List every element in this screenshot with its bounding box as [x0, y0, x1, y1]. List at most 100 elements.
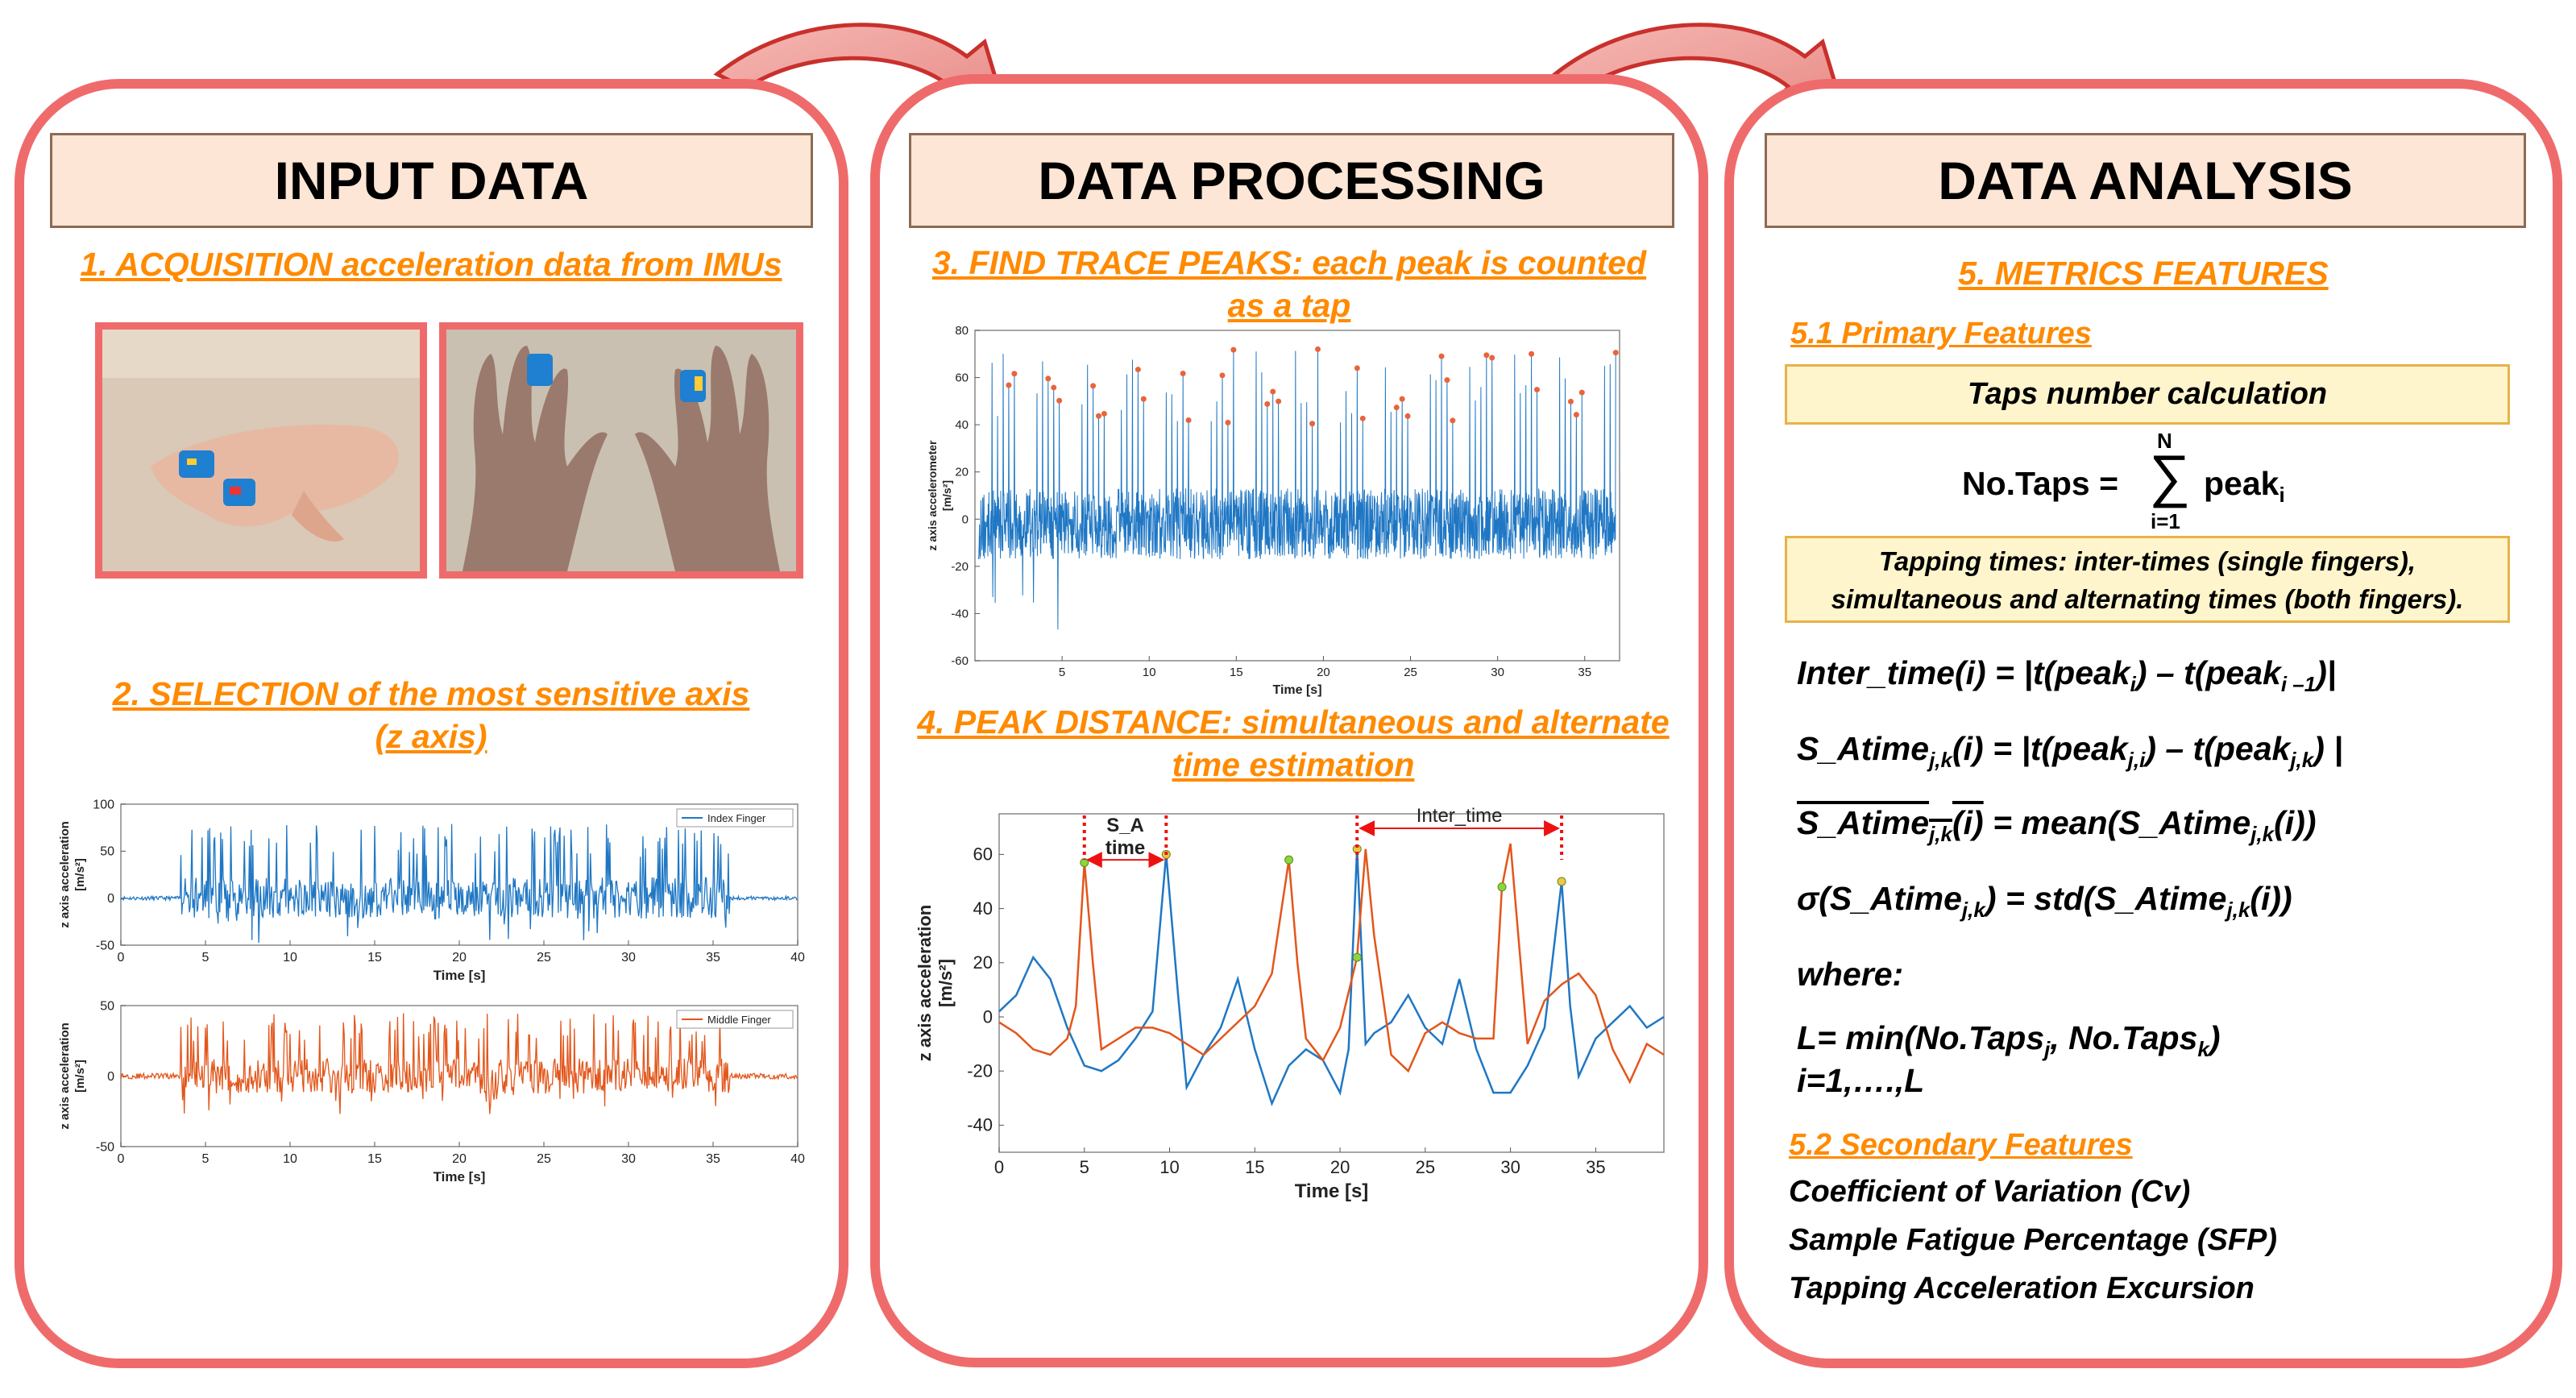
peak-marker [1483, 352, 1490, 359]
peak-marker [1284, 855, 1294, 865]
sum-sign-icon: ∑ [2149, 444, 2191, 508]
y-axis-label: z axis accelerometer [m/s²] [926, 440, 953, 551]
y-tick-label: 0 [107, 892, 114, 906]
x-tick-label: 0 [118, 951, 125, 964]
secondary-item-sfp: Sample Fatigue Percentage (SFP) [1789, 1223, 2278, 1257]
legend: Middle Finger [676, 1010, 794, 1029]
x-tick-label: 30 [1491, 666, 1504, 679]
y-tick-label: 0 [107, 1070, 114, 1084]
series-line-orange [998, 843, 1665, 1085]
y-tick-label: 20 [973, 952, 993, 973]
secondary-item-cv: Coefficient of Variation (Cv) [1789, 1175, 2191, 1209]
step2-title: 2. SELECTION of the most sensitive axis … [32, 673, 830, 758]
input-data-header: INPUT DATA [50, 133, 813, 228]
peak-marker [1230, 346, 1237, 353]
chart-peak-distance: 0 5 10 15 20 25 30 35 -40 -20 0 20 40 60 Time [s] z axi… [915, 805, 1665, 1202]
step1-title: 1. ACQUISITION acceleration data from IM… [80, 246, 782, 283]
legend-box [676, 808, 794, 828]
y-axis-label: z axis acceleration [m/s²] [58, 1023, 87, 1130]
trace-line [977, 349, 1616, 630]
y-axis-label-line2: [m/s²] [73, 858, 87, 891]
peak-marker [1051, 384, 1057, 391]
series-line-blue [998, 848, 1665, 1107]
peak-marker [1056, 397, 1063, 404]
x-tick-label: 5 [202, 1152, 209, 1166]
step3-title: 3. FIND TRACE PEAKS: each peak is counte… [878, 242, 1700, 327]
y-axis-label-line2: [m/s²] [935, 959, 956, 1007]
peak-marker [1185, 417, 1192, 423]
y-tick-label: 80 [955, 324, 969, 338]
tapping-times-line1: Tapping times: inter-times (single finge… [1878, 546, 2416, 576]
x-tick-label: 10 [283, 1152, 297, 1166]
y-tick-label: 0 [962, 512, 969, 526]
plot-area [998, 813, 1665, 1153]
chart-index-finger: 0 5 10 15 20 25 30 35 40 -50 0 50 100 Time [s] z axis … [58, 798, 805, 983]
tapping-times-line2: simultaneous and alternating times (both… [1831, 584, 2464, 614]
y-tick-label: 60 [973, 844, 993, 865]
series-line [120, 823, 799, 944]
photo-hands-top [439, 322, 803, 579]
x-tick-label: 10 [1143, 666, 1156, 679]
y-tick-label: 50 [100, 999, 114, 1013]
peak-marker [1140, 396, 1147, 402]
y-tick-label: -40 [951, 607, 969, 620]
peak-marker [1045, 375, 1052, 382]
x-tick-label: 40 [790, 1152, 805, 1166]
peak-marker [1090, 383, 1097, 389]
y-tick-label: -40 [967, 1115, 993, 1135]
x-tick-label: 10 [1159, 1157, 1179, 1177]
sa-std-formula: σ(S_Atimej,k) = std(S_Atimej,k(i)) [1797, 880, 2292, 923]
x-tick-label: 15 [367, 951, 382, 964]
step2-title-line2: (z axis) [375, 718, 487, 755]
x-tick-label: 20 [452, 951, 467, 964]
x-tick-label: 25 [1416, 1157, 1435, 1177]
peak-marker [1497, 882, 1507, 892]
plot-area [974, 330, 1620, 662]
photo-hand-side [95, 322, 427, 579]
y-axis-label-line2: [m/s²] [940, 480, 953, 511]
inter-time-formula: Inter_time(i) = |t(peaki) – t(peaki –1)| [1797, 654, 2337, 697]
y-tick-label: 50 [100, 845, 114, 859]
peak-marker [1444, 377, 1450, 384]
peak-marker [1309, 421, 1316, 427]
peak-marker [1534, 387, 1541, 393]
y-tick-label: -50 [96, 1140, 114, 1154]
peak-marker [1529, 351, 1535, 357]
x-tick-label: 5 [1059, 666, 1065, 679]
y-tick-label: -20 [951, 560, 969, 574]
x-tick-label: 35 [706, 1152, 720, 1166]
chart-peak-trace: 5 10 15 20 25 30 35 -60 -40 -20 0 20 40 60 80 Time [s] z… [926, 324, 1620, 697]
x-tick-label: 25 [1404, 666, 1417, 679]
input-data-panel [15, 79, 848, 1368]
x-axis-label: Time [s] [433, 968, 486, 983]
x-tick-label: 5 [1080, 1157, 1089, 1177]
peak-marker [1404, 413, 1411, 419]
step5-title: 5. METRICS FEATURES [1958, 255, 2329, 292]
peak-marker [1352, 952, 1362, 962]
peak-marker [1180, 371, 1186, 377]
legend-label: Index Finger [707, 812, 766, 824]
y-axis-label: z axis acceleration [m/s²] [58, 821, 87, 928]
peak-marker [1393, 404, 1400, 411]
step4-title-line1: 4. PEAK DISTANCE: simultaneous and alter… [917, 703, 1670, 740]
step3-title-line1: 3. FIND TRACE PEAKS: each peak is counte… [931, 244, 1647, 281]
peak-marker [1006, 382, 1012, 388]
x-tick-label: 40 [790, 951, 805, 964]
x-tick-label: 5 [202, 951, 209, 964]
x-tick-label: 30 [1500, 1157, 1520, 1177]
sa-mean-formula: S_Atimej,k(i) = mean(S_Atimej,k(i)) [1797, 804, 2317, 847]
x-tick-label: 10 [283, 951, 297, 964]
legend: Index Finger [676, 808, 794, 828]
taps-number-box: Taps number calculation [1785, 364, 2510, 425]
peak-marker [1264, 400, 1271, 407]
series-line [120, 1013, 799, 1114]
y-tick-label: -60 [951, 654, 969, 668]
primary-features-title: 5.1 Primary Features [1790, 317, 2092, 351]
peak-marker [1096, 413, 1102, 419]
peak-marker [1557, 877, 1566, 886]
data-analysis-panel [1724, 79, 2562, 1368]
notaps-formula: No.Taps = N ∑ i=1 peaki [1962, 429, 2349, 533]
x-tick-label: 30 [621, 951, 636, 964]
y-tick-label: 0 [983, 1006, 993, 1027]
peak-marker [1438, 353, 1445, 359]
